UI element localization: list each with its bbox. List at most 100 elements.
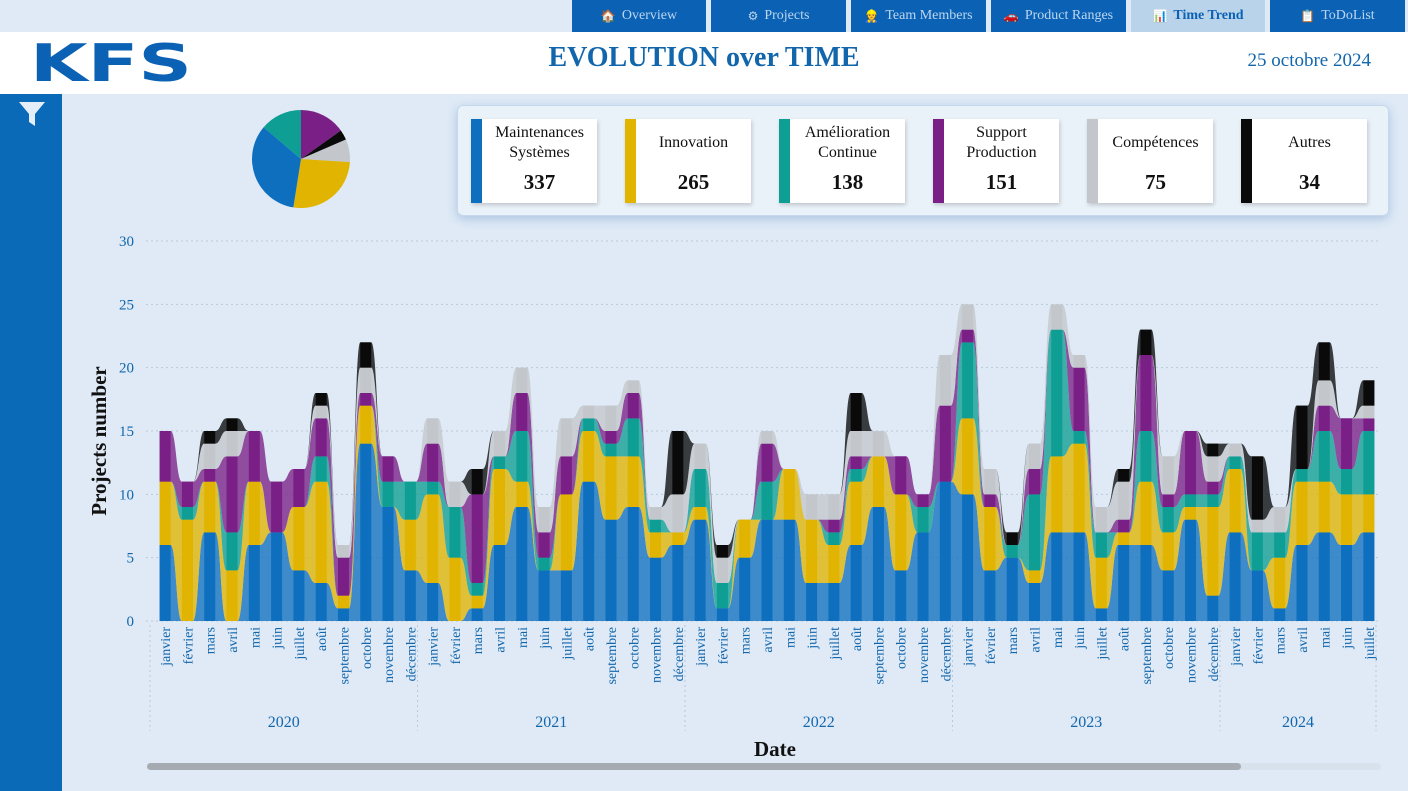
x-tick-label: février bbox=[181, 627, 196, 665]
bar-segment bbox=[1363, 418, 1375, 431]
bar-segment bbox=[806, 494, 818, 520]
bar-segment bbox=[1229, 443, 1241, 457]
bar-segment bbox=[984, 507, 996, 571]
pie-slice bbox=[301, 139, 350, 163]
x-tick-label: février bbox=[984, 627, 999, 665]
bar-segment bbox=[1363, 431, 1375, 495]
bar-segment bbox=[226, 431, 238, 457]
y-tick-label: 0 bbox=[127, 614, 135, 630]
tab-overview-label: Overview bbox=[621, 8, 678, 23]
horizontal-scrollbar[interactable] bbox=[147, 763, 1381, 770]
bar-segment bbox=[1251, 532, 1263, 571]
tab-team-members[interactable]: 👷 Team Members bbox=[851, 0, 986, 32]
bar-segment bbox=[1318, 481, 1330, 533]
kpi-card-innovation: Innovation 265 bbox=[625, 119, 751, 203]
bar-segment bbox=[1274, 507, 1286, 533]
bar-segment bbox=[962, 418, 974, 495]
tab-overview[interactable]: 🏠 Overview bbox=[572, 0, 706, 32]
bar-segment bbox=[360, 342, 372, 368]
card-color-bar bbox=[625, 119, 636, 203]
bar-segment bbox=[1073, 355, 1085, 368]
year-label: 2023 bbox=[1070, 714, 1102, 731]
bar-segment bbox=[1185, 519, 1197, 621]
card-color-bar bbox=[1087, 119, 1098, 203]
bar-segment bbox=[716, 545, 728, 558]
tab-todolist[interactable]: 📋 ToDoList bbox=[1270, 0, 1405, 32]
year-label: 2021 bbox=[535, 714, 567, 731]
bar-segment bbox=[1318, 380, 1330, 406]
series-group bbox=[159, 329, 1375, 596]
bar-segment bbox=[516, 481, 528, 507]
filter-icon[interactable] bbox=[18, 100, 46, 128]
bar-segment bbox=[538, 557, 550, 571]
kpi-card-support: Support Production 151 bbox=[933, 119, 1059, 203]
bar-segment bbox=[872, 431, 884, 457]
page-title: EVOLUTION over TIME bbox=[548, 42, 860, 73]
bar-segment bbox=[382, 456, 394, 482]
bar-segment bbox=[1162, 532, 1174, 571]
bar-segment bbox=[1229, 532, 1241, 621]
pie-slice bbox=[293, 159, 350, 209]
bar-segment bbox=[650, 557, 662, 621]
series-ribbon bbox=[159, 405, 1375, 621]
x-tick-label: juillet bbox=[560, 627, 575, 661]
scrollbar-thumb[interactable] bbox=[147, 763, 1241, 770]
tab-time-trend[interactable]: 📊 Time Trend bbox=[1131, 0, 1265, 32]
tab-product-ranges[interactable]: 🚗 Product Ranges bbox=[991, 0, 1126, 32]
bar-segment bbox=[962, 329, 974, 343]
bar-segment bbox=[427, 418, 439, 444]
series-group bbox=[159, 405, 1375, 621]
card-value: 151 bbox=[985, 170, 1018, 194]
series-group bbox=[204, 329, 1375, 558]
bar-segment bbox=[382, 481, 394, 507]
bar-segment bbox=[538, 532, 550, 558]
x-tick-label: juin bbox=[538, 627, 553, 650]
bar-segment bbox=[1118, 519, 1130, 533]
bar-segment bbox=[739, 519, 751, 558]
series-group bbox=[159, 443, 1375, 621]
kpi-card-maintenances: Maintenances Systèmes 337 bbox=[471, 119, 597, 203]
filter-sidebar[interactable] bbox=[0, 94, 62, 791]
bar-segment bbox=[984, 469, 996, 495]
x-tick-label: février bbox=[716, 627, 731, 665]
x-tick-label: avril bbox=[494, 627, 509, 653]
bar-segment bbox=[337, 557, 349, 596]
bar-segment bbox=[872, 456, 884, 507]
x-tick-label: octobre bbox=[627, 627, 642, 669]
bar-segment bbox=[1162, 456, 1174, 495]
pie-slice bbox=[301, 130, 346, 159]
x-tick-label: mai bbox=[516, 627, 531, 648]
bar-segment bbox=[1006, 557, 1018, 621]
x-tick-label: avril bbox=[226, 627, 241, 653]
card-value: 265 bbox=[677, 170, 710, 194]
card-label: Autres bbox=[1288, 134, 1331, 151]
bar-segment bbox=[1185, 431, 1197, 495]
x-tick-label: septembre bbox=[337, 627, 352, 685]
x-tick-label: novembre bbox=[1185, 627, 1200, 683]
bar-segment bbox=[248, 431, 260, 482]
bar-segment bbox=[672, 545, 684, 621]
bar-segment bbox=[181, 481, 193, 507]
bar-segment bbox=[1363, 380, 1375, 406]
x-tick-label: octobre bbox=[895, 627, 910, 669]
tab-projects[interactable]: ⚙ Projects bbox=[711, 0, 846, 32]
bar-segment bbox=[761, 443, 773, 482]
bar-segment bbox=[1028, 583, 1040, 621]
x-tick-label: août bbox=[850, 627, 865, 651]
bar-segment bbox=[204, 532, 216, 621]
bar-segment bbox=[315, 393, 327, 406]
bar-segment bbox=[672, 431, 684, 495]
y-tick-label: 15 bbox=[119, 424, 134, 440]
x-tick-label: novembre bbox=[650, 627, 665, 683]
bar-segment bbox=[1251, 519, 1263, 533]
x-tick-label: mai bbox=[783, 627, 798, 648]
x-tick-label: septembre bbox=[872, 627, 887, 685]
bar-segment bbox=[627, 456, 639, 507]
pie-slice bbox=[301, 110, 341, 159]
bar-segment bbox=[850, 545, 862, 621]
bar-segment bbox=[1341, 494, 1353, 545]
x-tick-label: juin bbox=[271, 627, 286, 650]
bar-segment bbox=[605, 456, 617, 520]
bar-segment bbox=[471, 583, 483, 596]
x-tick-label: septembre bbox=[605, 627, 620, 685]
